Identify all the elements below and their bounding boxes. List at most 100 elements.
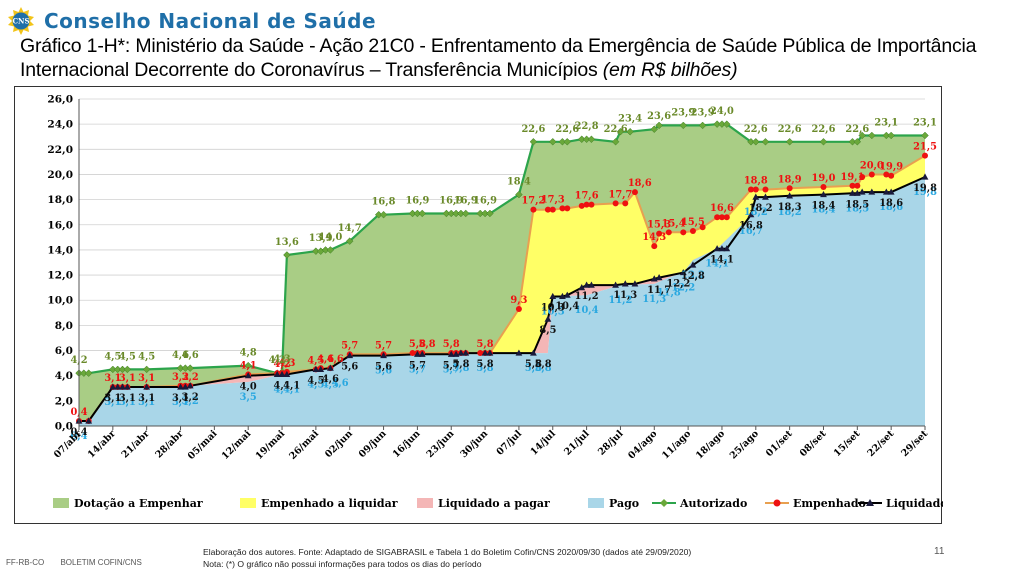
data-label-liquidado: 18,6 — [879, 198, 903, 209]
marker-liquidado — [544, 315, 552, 322]
data-label-pago: 12,2 — [671, 283, 695, 294]
data-label-empenhado: 20,0 — [860, 160, 884, 171]
marker-empenhado — [859, 173, 866, 180]
data-label-autorizado: 24,0 — [710, 106, 734, 117]
x-tick-label: 21/jul — [562, 428, 592, 458]
chart-container: 0,0 2,0 4,0 6,0 8,0 10,0 12,0 14,0 16,0 18,0 20,0 2… — [14, 86, 943, 524]
data-label-empenhado: 5,8 — [419, 339, 436, 350]
data-label-empenhado: 19,0 — [812, 173, 836, 184]
marker-liquidado — [123, 383, 131, 390]
marker-autorizado — [819, 138, 828, 146]
data-label-empenhado: 4,1 — [240, 360, 257, 371]
page-number: 11 — [934, 546, 945, 557]
data-label-empenhado: 5,7 — [375, 340, 392, 351]
marker-empenhado — [631, 189, 638, 196]
marker-liquidado — [583, 281, 590, 288]
marker-liquidado — [457, 349, 465, 356]
marker-liquidado — [713, 245, 721, 252]
marker-autorizado — [858, 131, 866, 140]
data-label-empenhado: 3,1 — [119, 373, 136, 384]
data-label-autorizado: 22,6 — [812, 124, 836, 135]
area-pago — [79, 177, 925, 426]
x-tick-label: 18/ago — [694, 428, 727, 461]
marker-empenhado — [409, 350, 416, 357]
legend-marker — [773, 499, 781, 507]
marker-empenhado — [549, 206, 556, 213]
marker-autorizado — [461, 209, 470, 218]
chart-title: Gráfico 1-H*: Ministério da Saúde - Ação… — [20, 34, 1010, 82]
source-note: Elaboração dos autores. Fonte: Adaptado … — [203, 546, 691, 570]
data-label-empenhado: 4,5 — [307, 355, 324, 366]
legend-label: Liquidado a pagar — [438, 497, 550, 510]
marker-autorizado — [853, 138, 862, 146]
data-label-autorizado: 4,6 — [182, 350, 199, 361]
x-tick-label: 07/abr — [52, 428, 85, 461]
marker-liquidado — [447, 350, 455, 357]
data-label-empenhado: 16,6 — [710, 203, 734, 214]
data-label-empenhado: 14,3 — [642, 232, 666, 243]
area-dotacao-a-empenhar — [79, 124, 925, 421]
marker-empenhado — [651, 243, 658, 250]
marker-autorizado — [563, 138, 572, 146]
data-label-autorizado: 16,9 — [405, 195, 429, 206]
marker-empenhado — [820, 184, 827, 191]
data-label-empenhado: 4,2 — [274, 359, 291, 370]
data-label-autorizado: 23,9 — [671, 107, 695, 118]
marker-empenhado — [656, 230, 663, 237]
y-tick-label: 10,0 — [47, 295, 73, 307]
marker-autorizado — [142, 365, 151, 374]
data-label-liquidado: 5,8 — [477, 359, 494, 370]
x-tick-label: 30/jun — [458, 428, 490, 460]
line-liquidado — [79, 176, 926, 422]
data-label-autorizado: 22,6 — [521, 124, 545, 135]
data-label-pago: 13,2 — [681, 270, 705, 281]
marker-liquidado — [786, 192, 794, 199]
marker-empenhado — [622, 200, 629, 207]
data-label-empenhado: 18,9 — [778, 174, 802, 185]
data-label-liquidado: 8,5 — [539, 325, 556, 336]
marker-empenhado — [888, 172, 895, 179]
marker-autorizado — [698, 121, 707, 130]
marker-empenhado — [578, 202, 585, 209]
data-label-liquidado: 11,2 — [575, 291, 599, 302]
marker-autorizado — [679, 121, 688, 130]
data-label-liquidado: 4,0 — [240, 382, 257, 393]
y-tick-label: 6,0 — [55, 345, 73, 357]
x-tick-label: 16/jun — [391, 428, 423, 460]
data-label-pago: 5,8 — [525, 363, 542, 374]
marker-autorizado — [123, 365, 132, 374]
data-label-autorizado: 22,6 — [845, 124, 869, 135]
x-tick-label: 25/ago — [728, 428, 761, 461]
data-label-empenhado: 3,2 — [172, 372, 189, 383]
x-tick-label: 21/abr — [120, 428, 153, 461]
data-label-liquidado: 5,6 — [341, 362, 358, 373]
data-label-pago: 5,8 — [477, 363, 494, 374]
data-label-liquidado: 3,1 — [119, 393, 136, 404]
data-label-autorizado: 23,1 — [913, 117, 937, 128]
marker-liquidado — [177, 383, 184, 390]
marker-liquidado — [414, 350, 421, 357]
y-tick-label: 4,0 — [55, 370, 73, 382]
marker-autorizado — [283, 251, 291, 259]
data-label-empenhado: 17,6 — [575, 191, 599, 202]
marker-autorizado — [723, 120, 731, 128]
y-tick-label: 12,0 — [47, 270, 73, 282]
data-label-autorizado: 4,5 — [119, 351, 136, 362]
data-label-liquidado: 18,5 — [845, 199, 869, 210]
data-label-liquidado: 5,7 — [443, 360, 460, 371]
marker-empenhado — [564, 205, 571, 212]
data-label-empenhado: 4,6 — [327, 354, 344, 365]
marker-liquidado — [85, 417, 93, 424]
x-tick-label: 23/jun — [425, 428, 457, 460]
marker-liquidado — [114, 383, 122, 390]
legend-swatch — [53, 498, 69, 508]
area-chart: 0,0 2,0 4,0 6,0 8,0 10,0 12,0 14,0 16,0 18,0 20,0 2… — [47, 94, 943, 511]
data-label-autorizado: 18,4 — [507, 177, 531, 188]
data-label-liquidado: 5,6 — [375, 362, 392, 373]
data-label-autorizado: 22,6 — [604, 124, 628, 135]
data-label-empenhado: 19,1 — [841, 172, 865, 183]
footer-bulletin: BOLETIM COFIN/CNS — [60, 558, 142, 567]
data-label-autorizado: 13,9 — [309, 233, 333, 244]
marker-liquidado — [858, 188, 866, 195]
marker-liquidado — [762, 193, 769, 200]
